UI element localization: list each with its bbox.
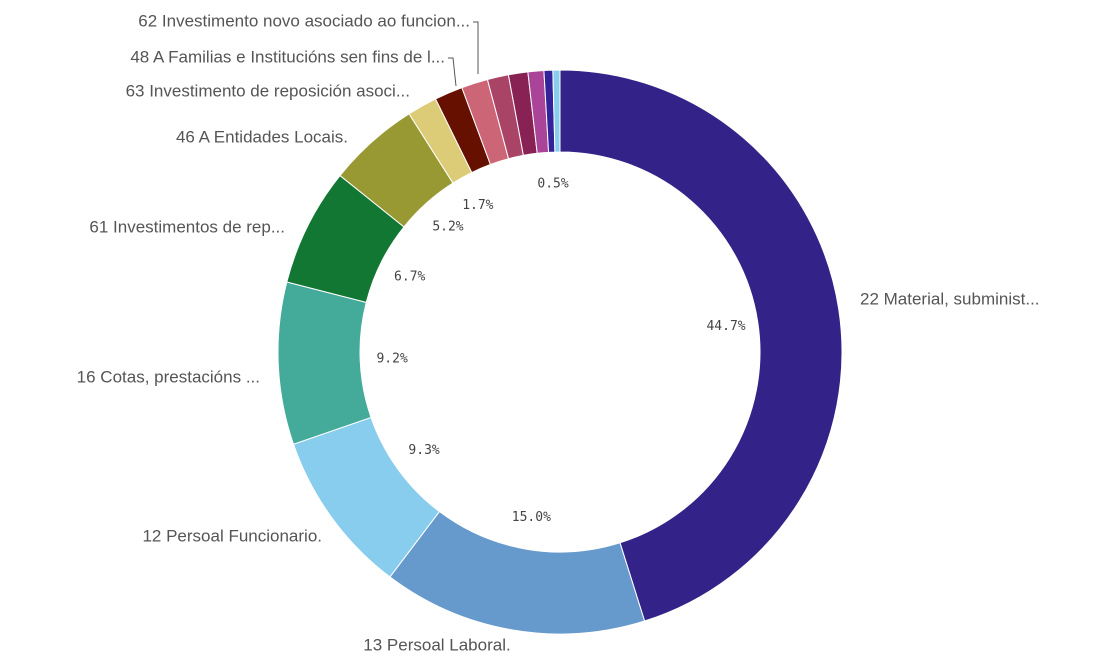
- donut-segment: [277, 281, 372, 445]
- category-label: 16 Cotas, prestacións ...: [77, 367, 260, 386]
- leader-line: [473, 21, 479, 74]
- value-label: 1.7%: [462, 198, 493, 213]
- donut-segment: [389, 510, 646, 635]
- value-label: 44.7%: [706, 319, 745, 334]
- category-label: 63 Investimento de reposición asoci...: [126, 81, 410, 100]
- category-label: 48 A Familias e Institucións sen fins de…: [130, 47, 445, 66]
- leader-line: [448, 57, 457, 87]
- value-label: 6.7%: [394, 269, 425, 284]
- category-label: 62 Investimento novo asociado ao funcion…: [138, 11, 470, 30]
- category-label: 22 Material, subminist...: [860, 289, 1040, 308]
- category-label: 46 A Entidades Locais.: [176, 127, 348, 146]
- value-label: 5.2%: [432, 219, 463, 234]
- category-label: 61 Investimentos de rep...: [89, 217, 285, 236]
- category-label: 12 Persoal Funcionario.: [142, 526, 322, 545]
- donut-segment: [559, 69, 843, 622]
- category-label: 13 Persoal Laboral.: [363, 635, 510, 654]
- donut-segment: [552, 69, 561, 153]
- value-label: 0.5%: [537, 177, 568, 192]
- value-label: 15.0%: [512, 510, 551, 525]
- value-label: 9.3%: [408, 443, 439, 458]
- value-label: 9.2%: [376, 351, 407, 366]
